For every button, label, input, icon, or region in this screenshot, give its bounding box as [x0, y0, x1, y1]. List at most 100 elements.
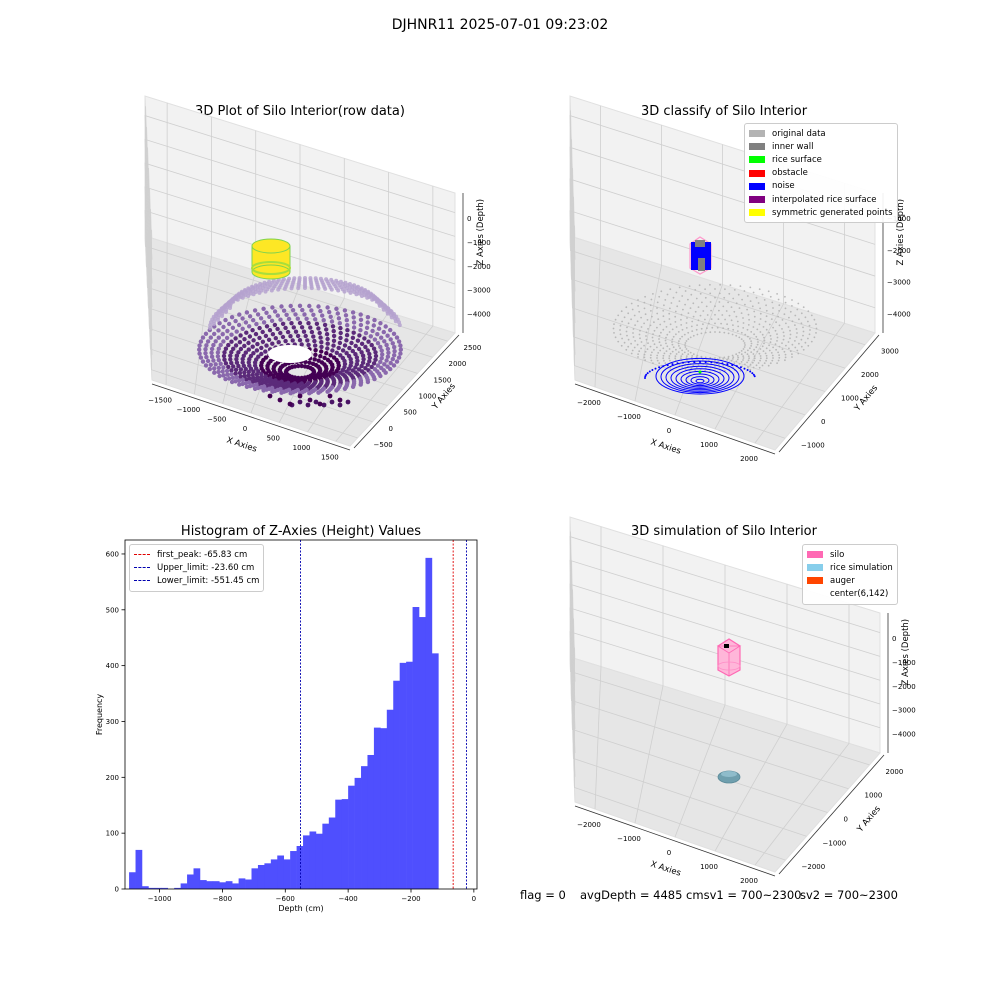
p2-original-point: [638, 310, 641, 313]
histogram-bar: [393, 680, 400, 889]
p2-original-point: [781, 328, 783, 330]
p2-noise-point: [753, 375, 756, 378]
p1-floor-point: [358, 322, 364, 328]
p2-original-point: [709, 292, 712, 295]
legend-swatch: [749, 156, 765, 164]
histogram-bar: [251, 868, 259, 889]
p1-floor-point: [391, 363, 397, 368]
p2-original-point: [765, 309, 768, 312]
p2-original-point: [738, 351, 741, 354]
p2-original-point: [613, 323, 615, 325]
p1-floor-point: [263, 355, 269, 360]
p2-original-point: [663, 359, 665, 362]
p2-original-point: [742, 348, 745, 350]
p2-original-point: [746, 328, 749, 331]
p2-original-point: [706, 314, 709, 316]
p2-original-point: [638, 350, 641, 353]
p2-original-point: [674, 321, 677, 323]
p4-z-tick-label: −4000: [892, 730, 916, 738]
p1-floor-point: [353, 343, 358, 349]
depth-histogram: −1000 −800 −600 −400 −200 0 0 100 200 300 400 500 60…: [95, 539, 478, 913]
p1-grid-z: [144, 162, 456, 308]
p2-original-point: [653, 348, 655, 351]
p1-floor-point: [363, 366, 368, 371]
p2-original-point: [739, 285, 742, 287]
p1-floor-point: [392, 345, 397, 350]
p1-floor-point: [222, 357, 227, 362]
classify-legend-item: obstacle: [749, 167, 893, 180]
p2-original-point: [750, 331, 753, 333]
p1-floor-point: [200, 335, 206, 340]
p2-original-point: [714, 305, 716, 308]
p2-x-axis-title: X Axies: [649, 437, 682, 456]
p1-floor-point: [358, 317, 364, 322]
p2-original-point: [796, 332, 798, 334]
p4-grid-x: [714, 584, 788, 852]
p1-floor-point: [247, 334, 253, 339]
p1-floor-point: [229, 332, 234, 337]
p2-original-point: [757, 362, 760, 364]
p4-grid-z: [569, 631, 881, 777]
p2-original-point: [777, 351, 779, 354]
p1-wall-point: [292, 276, 297, 281]
p1-floor-point: [366, 339, 371, 344]
p2-original-point: [740, 350, 743, 352]
p1-floor-point: [338, 335, 343, 341]
p2-noise-point: [644, 377, 646, 379]
p1-floor-point: [231, 364, 236, 369]
p1-floor-point: [384, 358, 389, 363]
p1-floor-point: [236, 350, 241, 355]
histogram-bar: [367, 754, 375, 889]
p2-original-point: [791, 356, 793, 358]
p1-floor-point: [254, 348, 260, 353]
p1-floor-point: [295, 316, 300, 321]
p1-floor-point: [375, 341, 381, 346]
p2-original-point: [656, 346, 658, 349]
p1-floor-point: [279, 304, 284, 309]
p2-original-point: [698, 284, 701, 287]
classify-legend-item: inner wall: [749, 140, 893, 153]
p1-floor-point: [252, 386, 258, 391]
p1-floor-point: [322, 355, 327, 361]
p2-original-point: [730, 359, 733, 362]
p1-floor-point: [343, 313, 349, 318]
p2-original-point: [630, 342, 632, 345]
p2-original-point: [663, 320, 666, 323]
p2-original-point: [640, 326, 643, 328]
p2-noise-point: [735, 365, 738, 368]
legend-label: silo: [830, 549, 845, 560]
p2-original-point: [731, 333, 734, 336]
p2-original-point: [789, 310, 792, 313]
p1-floor-point: [269, 318, 275, 323]
p2-original-point: [710, 309, 712, 312]
p1-floor-point: [280, 334, 286, 340]
p2-original-point: [765, 357, 768, 360]
p2-original-point: [807, 310, 810, 313]
p2-original-point: [652, 340, 654, 342]
p2-original-point: [758, 352, 761, 355]
p2-original-point: [735, 360, 738, 363]
p2-original-point: [656, 301, 659, 304]
p2-original-point: [769, 334, 772, 337]
p2-y-tick-label: 1000: [841, 395, 859, 403]
p2-x-tick-label: −1000: [617, 413, 641, 421]
p2-original-point: [644, 350, 647, 353]
p2-original-point: [691, 330, 694, 332]
p1-floor-point: [236, 378, 242, 383]
p2-original-point: [687, 338, 690, 340]
p1-z-tick-label: −4000: [467, 310, 491, 318]
p1-floor-point: [251, 318, 256, 323]
p2-original-point: [802, 330, 805, 333]
p1-floor-point: [342, 358, 347, 364]
p2-original-point: [787, 341, 790, 343]
legend-label: center(6,142): [830, 589, 889, 600]
p1-tail-point: [337, 397, 343, 403]
p1-floor-point: [363, 344, 368, 350]
p1-floor-point: [244, 330, 249, 335]
p1-floor-point: [312, 357, 317, 362]
p2-noise-point: [693, 361, 696, 364]
p1-floor-point: [241, 353, 246, 358]
p1-floor-point: [355, 338, 361, 343]
p1-floor-point: [224, 335, 230, 341]
p1-floor-point: [365, 379, 371, 385]
